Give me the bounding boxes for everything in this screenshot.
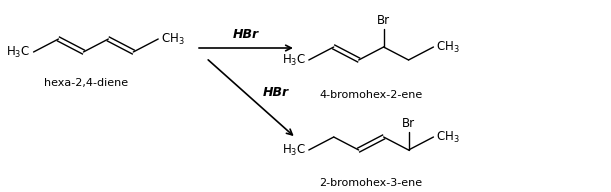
Text: Br: Br <box>402 117 415 130</box>
Text: H$_3$C: H$_3$C <box>282 142 306 158</box>
Text: HBr: HBr <box>263 87 289 99</box>
Text: Br: Br <box>377 14 390 27</box>
Text: CH$_3$: CH$_3$ <box>161 31 185 46</box>
Text: H$_3$C: H$_3$C <box>282 52 306 68</box>
Text: H$_3$C: H$_3$C <box>7 45 31 60</box>
Text: hexa-2,4-diene: hexa-2,4-diene <box>44 78 128 88</box>
Text: 4-bromohex-2-ene: 4-bromohex-2-ene <box>320 90 423 100</box>
Text: CH$_3$: CH$_3$ <box>436 39 460 55</box>
Text: 2-bromohex-3-ene: 2-bromohex-3-ene <box>320 178 423 188</box>
Text: HBr: HBr <box>233 28 259 41</box>
Text: CH$_3$: CH$_3$ <box>436 129 460 145</box>
